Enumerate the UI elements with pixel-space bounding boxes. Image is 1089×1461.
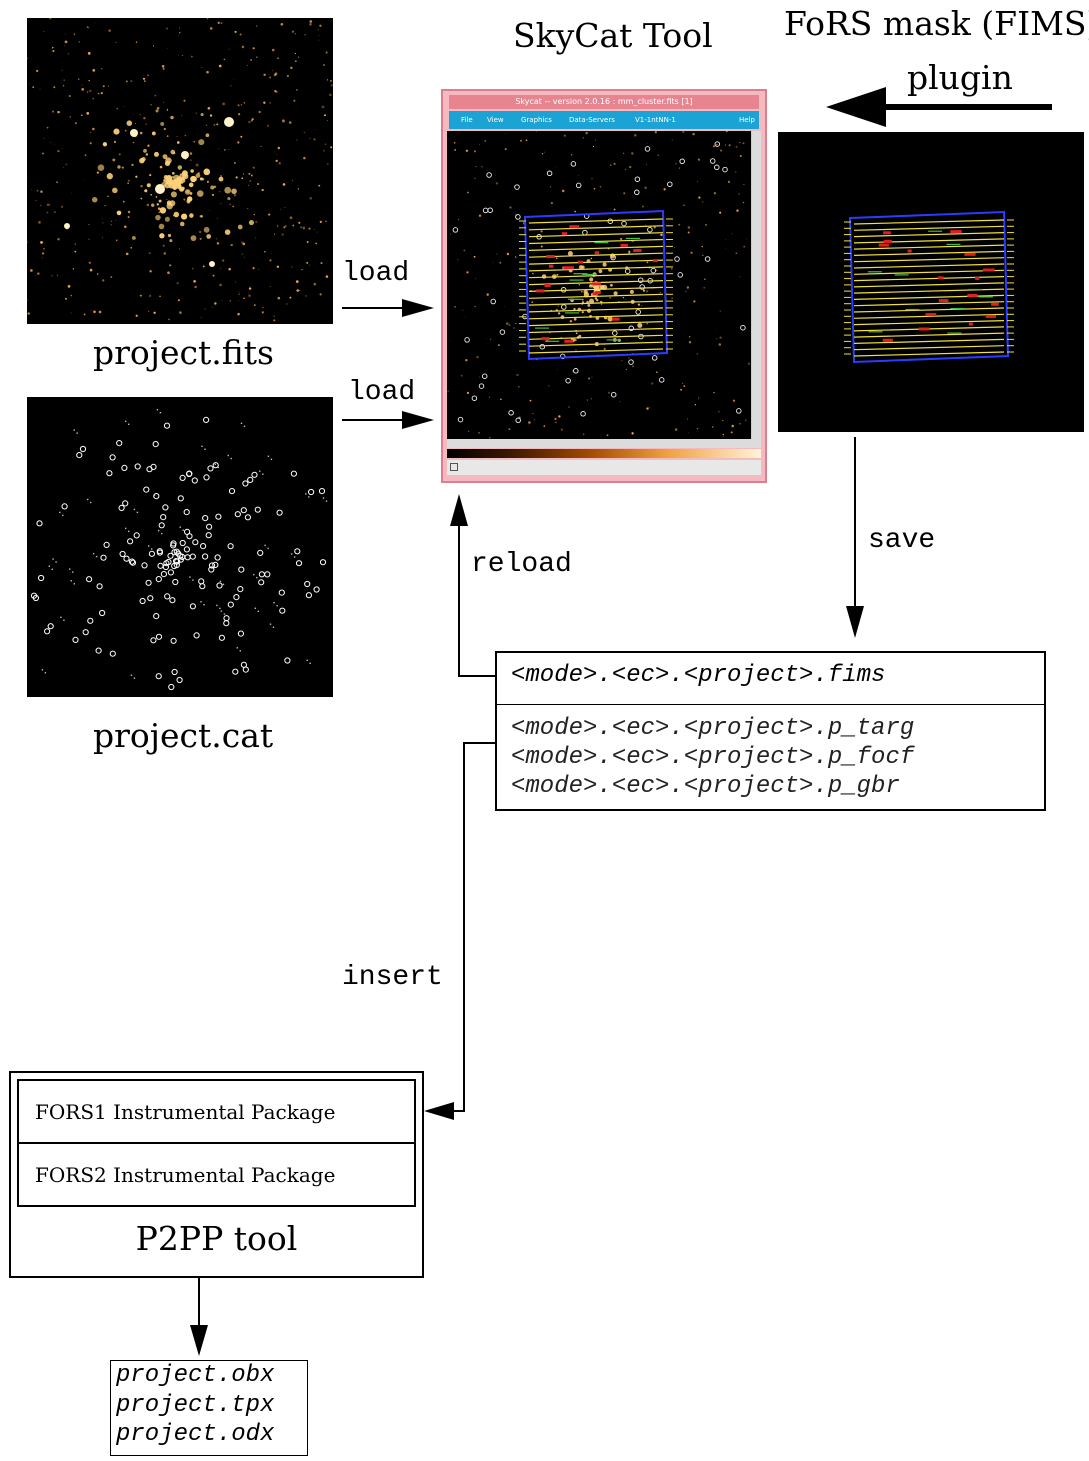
menu-graphics[interactable]: Graphics <box>521 116 552 124</box>
instrument-packages: FORS1 Instrumental Package FORS2 Instrum… <box>17 1079 416 1207</box>
p-gbr-file: <mode>.<ec>.<project>.p_gbr <box>511 773 900 800</box>
output-files-box: project.obx project.tpx project.odx <box>110 1360 308 1456</box>
insert-arrow <box>424 742 495 1120</box>
p-targ-file: <mode>.<ec>.<project>.p_targ <box>511 715 915 742</box>
cat-caption: project.cat <box>93 716 274 755</box>
fits-caption: project.fits <box>93 333 274 372</box>
fims-mask-image <box>778 132 1084 432</box>
skycat-window: Skycat -- version 2.0.16 : mm_cluster.fi… <box>441 89 767 483</box>
odx-file: project.odx <box>116 1421 275 1448</box>
skycat-status-icon <box>450 463 458 471</box>
insert-label: insert <box>342 962 443 993</box>
reload-arrow <box>450 494 495 677</box>
skycat-menubar: File View Graphics Data-Servers V1-1ntNN… <box>449 111 759 129</box>
save-label: save <box>868 525 936 556</box>
fims-title: FoRS mask (FIMS) <box>784 4 1089 43</box>
load-cat-arrow <box>342 411 434 429</box>
fims-subtitle: plugin <box>907 58 1013 97</box>
fims-file: <mode>.<ec>.<project>.fims <box>511 662 886 689</box>
files-divider <box>497 704 1044 705</box>
p-focf-file: <mode>.<ec>.<project>.p_focf <box>511 744 915 771</box>
tpx-file: project.tpx <box>116 1391 275 1419</box>
fits-star-field-image <box>27 18 333 324</box>
output-arrow <box>190 1278 208 1356</box>
load-cat-label: load <box>348 377 416 408</box>
skycat-horizontal-scrollbar[interactable] <box>447 439 761 448</box>
load-fits-label: load <box>342 258 410 289</box>
catalog-image <box>27 397 333 697</box>
menu-file[interactable]: File <box>461 116 473 124</box>
save-arrow <box>846 437 864 638</box>
skycat-status-bar <box>447 460 761 475</box>
skycat-title: SkyCat Tool <box>513 16 713 55</box>
skycat-image-area[interactable] <box>447 129 751 439</box>
menu-view[interactable]: View <box>487 116 504 124</box>
p2pp-title: P2PP tool <box>135 1219 298 1258</box>
skycat-vertical-scrollbar[interactable] <box>752 131 761 439</box>
skycat-colorbar <box>447 449 761 458</box>
fims-files-box: <mode>.<ec>.<project>.fims <mode>.<ec>.<… <box>495 651 1046 811</box>
load-fits-arrow <box>342 299 434 317</box>
reload-label: reload <box>471 549 572 580</box>
fors2-package: FORS2 Instrumental Package <box>35 1163 336 1187</box>
p2pp-tool-box: FORS1 Instrumental Package FORS2 Instrum… <box>9 1071 424 1278</box>
skycat-titlebar: Skycat -- version 2.0.16 : mm_cluster.fi… <box>449 95 759 109</box>
menu-help[interactable]: Help <box>739 116 755 124</box>
fors1-package: FORS1 Instrumental Package <box>19 1081 414 1144</box>
menu-data-servers[interactable]: Data-Servers <box>569 116 615 124</box>
obx-file: project.obx <box>116 1362 275 1389</box>
menu-wcs[interactable]: V1-1ntNN-1 <box>635 116 676 124</box>
